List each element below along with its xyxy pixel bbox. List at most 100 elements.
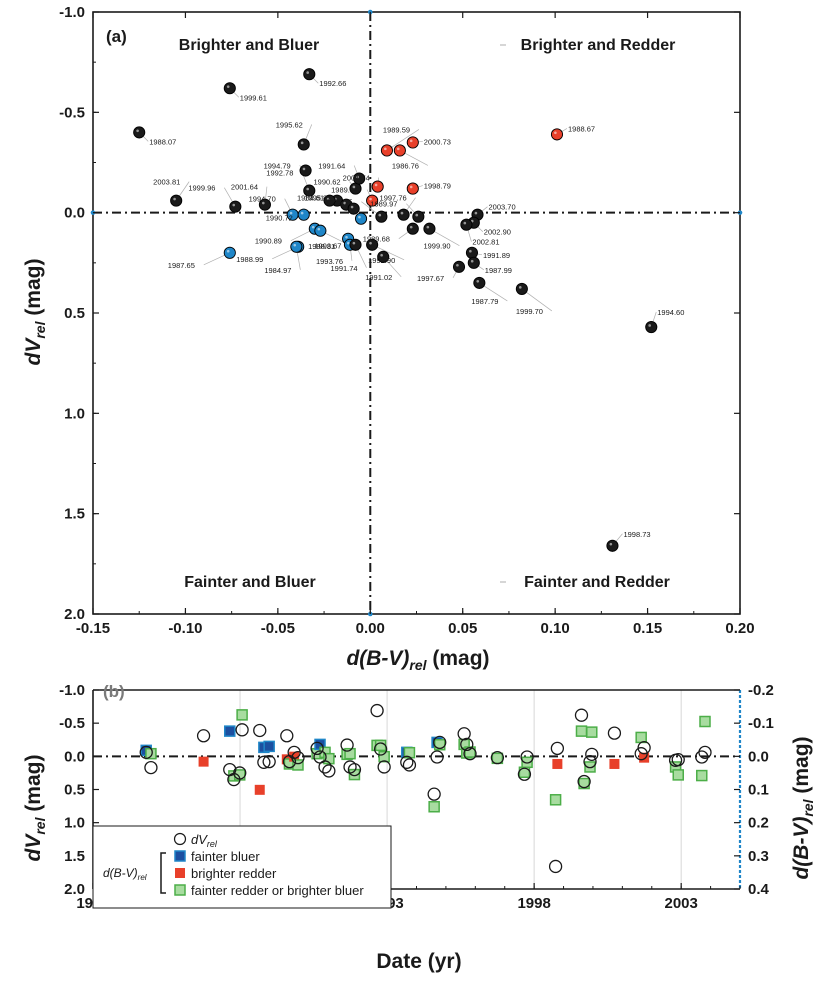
panel-a-point-label: 1984.81: [297, 194, 324, 203]
panel-a-point-highlight: [400, 211, 404, 215]
panel-b-dv-circle: [370, 703, 384, 718]
y-label-main: dV: [22, 337, 45, 366]
panel-b-dv-circle: [257, 755, 271, 769]
panel-a-point-highlight: [262, 201, 265, 205]
legend-group-sub: rel: [138, 873, 147, 882]
panel-a-point-label: 1986.76: [392, 161, 419, 170]
panel-b-y-axis-label: dVrel (mag): [22, 755, 48, 862]
panel-a-point-label: 1996.75: [325, 198, 352, 207]
panel-b-dv-circle: [583, 754, 597, 769]
panel-b-y2-tick-label: -0.1: [748, 715, 774, 732]
panel-a-point-highlight: [518, 286, 522, 289]
panel-b-dv-circle: [427, 787, 441, 801]
legend-group-label: d(B-V)rel: [103, 866, 147, 882]
panel-b-y2-tick-label: 0.4: [748, 881, 770, 898]
panel-a-point-black: [170, 194, 183, 207]
panel-b-dv-circle: [637, 741, 651, 755]
quadrant-label-top-right: Brighter and Redder: [521, 37, 676, 54]
panel-a-x-tick-label: 0.10: [541, 620, 570, 637]
panel-a-point-highlight: [380, 253, 383, 257]
quadrant-label-bottom-right: Fainter and Redder: [524, 574, 670, 591]
legend-brighter-redder-label: brighter redder: [191, 866, 277, 881]
panel-a-point-highlight: [409, 185, 413, 189]
legend-fainter-bluer-marker: [174, 850, 186, 862]
panel-a-scatter: -0.15 -0.10 -0.05 0.00 0.05 0.10 0.15 0.20 -1.0 -…: [22, 4, 755, 673]
panel-a-point-highlight: [476, 280, 480, 283]
panel-b-dv-circle: [280, 729, 294, 743]
panel-a-point-label: 1994.70: [249, 195, 276, 204]
panel-a-point-highlight: [463, 221, 467, 225]
panel-b-dbv-square: [552, 758, 563, 769]
panel-a-point-blue: [223, 246, 236, 259]
panel-a-point-black: [406, 222, 419, 235]
panel-a-point-red: [366, 194, 379, 207]
panel-a-point-blue: [314, 224, 327, 237]
panel-a-point-highlight: [226, 249, 230, 253]
panel-a-point-highlight: [474, 211, 478, 215]
panel-a-point-highlight: [648, 324, 651, 327]
panel-b-dbv-square: [403, 746, 416, 759]
panel-a-point-black: [515, 282, 528, 295]
panel-a-point-highlight: [384, 147, 387, 151]
panel-b-dv-circle: [318, 760, 332, 774]
panel-a-point-label: 1990.89: [255, 237, 282, 246]
x-label-unit: (mag): [427, 647, 490, 670]
panel-b-y2-tick-label: 0.3: [748, 848, 769, 865]
panel-a-point-black: [347, 202, 360, 215]
panel-a-point-highlight: [374, 183, 378, 187]
panel-b-dv-circle: [253, 723, 267, 738]
panel-b-y-tick-label: -1.0: [59, 682, 85, 699]
panel-b-dbv-square: [289, 751, 300, 762]
panel-a-point-label: 1991.74: [330, 264, 357, 273]
panel-a-x-tick-label: -0.15: [76, 620, 110, 637]
panel-a-point-label: 1999.61: [240, 93, 267, 102]
panel-a-point-black: [303, 68, 316, 81]
panel-b-dbv-square: [236, 709, 248, 721]
panel-a-point-label: 1994.60: [657, 308, 684, 317]
panel-a-point-black: [258, 198, 271, 211]
panel-a-point-label: 1999.96: [188, 184, 215, 193]
panel-b-dbv-square: [348, 768, 361, 781]
panel-a-x-tick-label: 0.05: [448, 620, 477, 637]
panel-a-point-label: 1993.76: [316, 257, 343, 266]
panel-b-dv-circle: [548, 859, 563, 874]
panel-a-point-highlight: [173, 197, 176, 201]
panel-b-dv-circle: [457, 727, 471, 741]
panel-b-dbv-square: [584, 761, 596, 773]
panel-a-point-highlight: [415, 213, 419, 217]
panel-b-dv-circle: [347, 762, 362, 777]
panel-b-dbv-square: [292, 759, 304, 771]
panel-b-y2-tick-label: 0.1: [748, 782, 769, 799]
panel-b-legend: dVrel fainter bluer brighter redder fain…: [92, 825, 392, 909]
panel-b-dv-circle: [671, 753, 685, 767]
panel-a-point-label: 1987.79: [471, 297, 498, 306]
panel-a-point-label: 1997.67: [417, 274, 444, 283]
panel-b-dv-circle: [585, 747, 599, 761]
panel-b-dbv-square: [374, 739, 387, 752]
panel-a-y-tick-label: 0.5: [64, 305, 85, 322]
panel-a-point-black: [467, 256, 480, 269]
panel-a-point-black: [397, 208, 410, 221]
panel-b-y2-axis-label: d(B-V)rel (mag): [790, 736, 816, 879]
panel-b-dv-circle: [322, 764, 336, 778]
panel-b-dbv-square: [224, 725, 236, 737]
panel-a-point-blue: [354, 212, 368, 225]
panel-a-point-label: 1988.99: [236, 255, 263, 264]
panel-a-point-label: 1989.84: [331, 186, 358, 195]
panel-a-point-highlight: [317, 227, 321, 231]
panel-a-point-black: [645, 320, 658, 334]
legend-brighter-redder-marker: [175, 868, 185, 878]
quadrant-label-bottom-left: Fainter and Bluer: [184, 574, 316, 591]
panel-a-point-red: [393, 144, 406, 157]
panel-b-dv-circle: [517, 767, 532, 781]
panel-b-dv-circle: [377, 760, 391, 774]
panel-a-y-tick-label: 2.0: [64, 606, 85, 623]
legend-dv-label: dVrel: [191, 832, 218, 849]
panel-a-point-black: [375, 210, 388, 223]
panel-a-point-label: 1991.64: [318, 162, 345, 171]
panel-b-dbv-square: [575, 725, 588, 737]
panel-a-axes: [90, 9, 743, 617]
panel-a-y-tick-label: 0.0: [64, 205, 85, 222]
x-label-sub: rel: [409, 657, 427, 673]
